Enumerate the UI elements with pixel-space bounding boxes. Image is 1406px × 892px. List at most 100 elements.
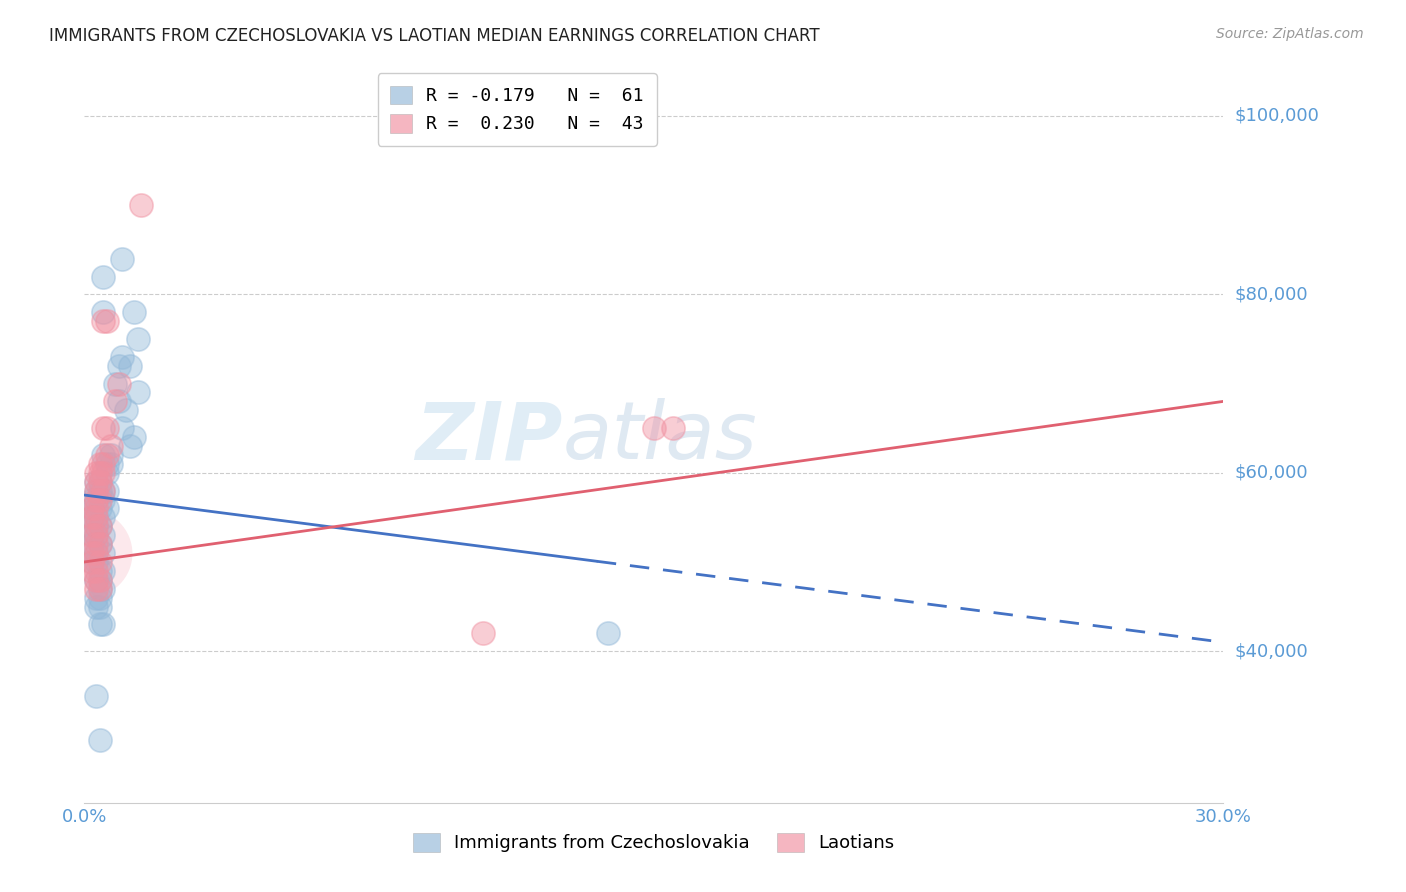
Point — [89, 492, 111, 507]
Point — [96, 466, 118, 480]
Point — [80, 564, 103, 578]
Point — [89, 733, 111, 747]
Point — [84, 510, 107, 524]
Point — [96, 457, 118, 471]
Point — [84, 528, 107, 542]
Point — [93, 269, 115, 284]
Point — [89, 591, 111, 605]
Point — [89, 537, 111, 551]
Point — [84, 591, 107, 605]
Point — [598, 626, 620, 640]
Point — [118, 359, 141, 373]
Point — [472, 626, 495, 640]
Point — [80, 492, 103, 507]
Text: $100,000: $100,000 — [1234, 107, 1319, 125]
Point — [111, 421, 134, 435]
Point — [84, 546, 107, 560]
Point — [84, 582, 107, 596]
Point — [89, 483, 111, 498]
Point — [104, 376, 127, 391]
Point — [96, 448, 118, 462]
Text: IMMIGRANTS FROM CZECHOSLOVAKIA VS LAOTIAN MEDIAN EARNINGS CORRELATION CHART: IMMIGRANTS FROM CZECHOSLOVAKIA VS LAOTIA… — [49, 27, 820, 45]
Point — [111, 252, 134, 266]
Point — [100, 439, 122, 453]
Point — [89, 555, 111, 569]
Point — [93, 510, 115, 524]
Point — [80, 555, 103, 569]
Point — [80, 537, 103, 551]
Point — [111, 350, 134, 364]
Point — [96, 421, 118, 435]
Point — [84, 573, 107, 587]
Point — [115, 403, 138, 417]
Text: ZIP: ZIP — [415, 398, 562, 476]
Text: Source: ZipAtlas.com: Source: ZipAtlas.com — [1216, 27, 1364, 41]
Point — [107, 359, 129, 373]
Point — [89, 573, 111, 587]
Point — [84, 555, 107, 569]
Point — [84, 537, 107, 551]
Point — [118, 439, 141, 453]
Point — [96, 314, 118, 328]
Point — [93, 546, 115, 560]
Point — [89, 519, 111, 533]
Point — [93, 448, 115, 462]
Point — [93, 305, 115, 319]
Point — [80, 510, 103, 524]
Point — [100, 457, 122, 471]
Point — [93, 314, 115, 328]
Point — [131, 198, 153, 212]
Point — [84, 689, 107, 703]
Point — [84, 466, 107, 480]
Point — [80, 528, 103, 542]
Point — [80, 501, 103, 516]
Text: $40,000: $40,000 — [1234, 642, 1308, 660]
Point — [84, 492, 107, 507]
Point — [93, 466, 115, 480]
Point — [122, 430, 145, 444]
Point — [100, 448, 122, 462]
Point — [96, 501, 118, 516]
Point — [84, 519, 107, 533]
Point — [89, 475, 111, 489]
Point — [89, 519, 111, 533]
Point — [122, 305, 145, 319]
Point — [89, 537, 111, 551]
Point — [96, 483, 118, 498]
Point — [93, 483, 115, 498]
Text: $80,000: $80,000 — [1234, 285, 1308, 303]
Point — [84, 510, 107, 524]
Point — [93, 564, 115, 578]
Point — [93, 528, 115, 542]
Point — [93, 483, 115, 498]
Point — [93, 421, 115, 435]
Point — [84, 475, 107, 489]
Point — [107, 394, 129, 409]
Point — [89, 573, 111, 587]
Point — [84, 546, 107, 560]
Point — [84, 599, 107, 614]
Point — [84, 483, 107, 498]
Point — [84, 528, 107, 542]
Point — [89, 466, 111, 480]
Point — [80, 501, 103, 516]
Point — [84, 483, 107, 498]
Point — [89, 582, 111, 596]
Point — [107, 376, 129, 391]
Point — [127, 332, 149, 346]
Point — [80, 555, 103, 569]
Point — [89, 475, 111, 489]
Point — [662, 421, 685, 435]
Point — [93, 492, 115, 507]
Point — [89, 582, 111, 596]
Point — [643, 421, 665, 435]
Point — [89, 617, 111, 632]
Point — [89, 564, 111, 578]
Point — [84, 492, 107, 507]
Point — [84, 501, 107, 516]
Point — [104, 394, 127, 409]
Point — [89, 599, 111, 614]
Point — [84, 475, 107, 489]
Point — [84, 519, 107, 533]
Point — [93, 457, 115, 471]
